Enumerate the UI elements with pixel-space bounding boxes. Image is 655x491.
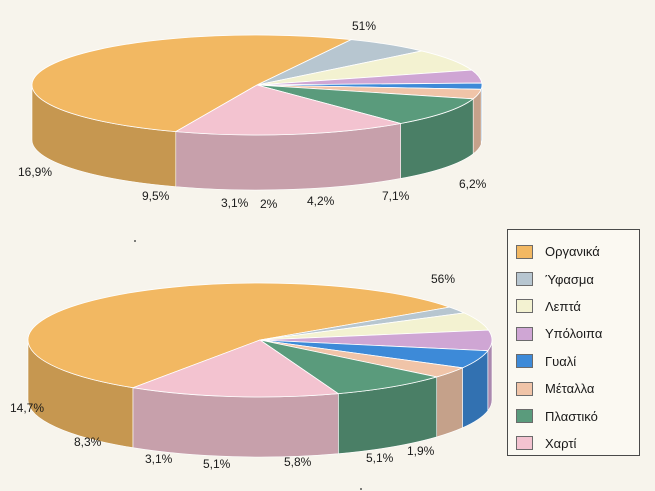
legend-label: Χαρτί bbox=[545, 435, 577, 451]
legend-label: Υπόλοιπα bbox=[545, 326, 603, 342]
legend-label: Ύφασμα bbox=[545, 271, 594, 287]
slice-percent-label: 2% bbox=[260, 197, 278, 211]
legend-item: Χαρτί bbox=[516, 430, 639, 457]
legend-swatch bbox=[516, 436, 533, 451]
slice-percent-label: 8,3% bbox=[74, 435, 102, 449]
pie-slice bbox=[256, 50, 473, 86]
pie-slice bbox=[31, 34, 353, 133]
pie-slice bbox=[131, 339, 340, 398]
legend-swatch bbox=[516, 409, 533, 424]
legend-item: Οργανικά bbox=[516, 238, 639, 265]
legend-item: Μέταλλα bbox=[516, 375, 639, 402]
pie-side-wall bbox=[436, 367, 463, 438]
legend: Οργανικά Ύφασμα Λεπτά Υπόλοιπα Γυαλί Μέτ… bbox=[507, 229, 640, 456]
slice-percent-label: 1,9% bbox=[407, 444, 435, 458]
legend-label: Μέταλλα bbox=[545, 381, 595, 397]
slice-percent-label: 3,1% bbox=[221, 196, 249, 210]
legend-label: Λεπτά bbox=[545, 298, 581, 314]
pie-slice bbox=[259, 339, 437, 395]
legend-item: Ύφασμα bbox=[516, 265, 639, 292]
speck bbox=[360, 488, 362, 490]
legend-item: Πλαστικό bbox=[516, 402, 639, 429]
pie-chart: 51% 6,2% 7,1% 4,2% 2% 3,1% 9,5% 16,9% bbox=[18, 19, 487, 211]
pie-side-wall bbox=[472, 89, 482, 155]
slice-percent-label: 3,1% bbox=[145, 452, 173, 466]
slice-percent-label: 6,2% bbox=[459, 177, 487, 191]
speck bbox=[134, 240, 136, 242]
slice-percent-label: 16,9% bbox=[18, 165, 52, 179]
legend-swatch bbox=[516, 272, 533, 287]
pie-slice bbox=[174, 84, 401, 136]
legend-swatch bbox=[516, 381, 533, 396]
legend-item: Λεπτά bbox=[516, 293, 639, 320]
pie-slice bbox=[256, 84, 475, 124]
legend-label: Πλαστικό bbox=[545, 408, 598, 424]
slice-percent-label: 5,1% bbox=[203, 457, 231, 471]
pie-side-wall bbox=[132, 387, 339, 458]
slice-percent-label: 9,5% bbox=[142, 189, 170, 203]
slice-percent-label: 51% bbox=[352, 19, 376, 33]
legend-item: Υπόλοιπα bbox=[516, 320, 639, 347]
pie-slice bbox=[27, 282, 452, 389]
legend-swatch bbox=[516, 354, 533, 369]
slice-percent-label: 14,7% bbox=[10, 401, 44, 415]
legend-swatch bbox=[516, 244, 533, 259]
slice-percent-label: 4,2% bbox=[307, 194, 335, 208]
legend-label: Οργανικά bbox=[545, 244, 600, 260]
slice-percent-label: 5,1% bbox=[366, 451, 394, 465]
pie-side-wall bbox=[487, 339, 493, 412]
legend-label: Γυαλί bbox=[545, 353, 577, 369]
slice-percent-label: 5,8% bbox=[284, 455, 312, 469]
legend-item: Γυαλί bbox=[516, 348, 639, 375]
slice-percent-label: 7,1% bbox=[382, 189, 410, 203]
pie-chart: 56% 1,9% 5,1% 5,8% 5,1% 3,1% 8,3% 14,7% bbox=[10, 272, 493, 471]
legend-swatch bbox=[516, 299, 533, 314]
slice-percent-label: 56% bbox=[431, 272, 455, 286]
legend-swatch bbox=[516, 326, 533, 341]
